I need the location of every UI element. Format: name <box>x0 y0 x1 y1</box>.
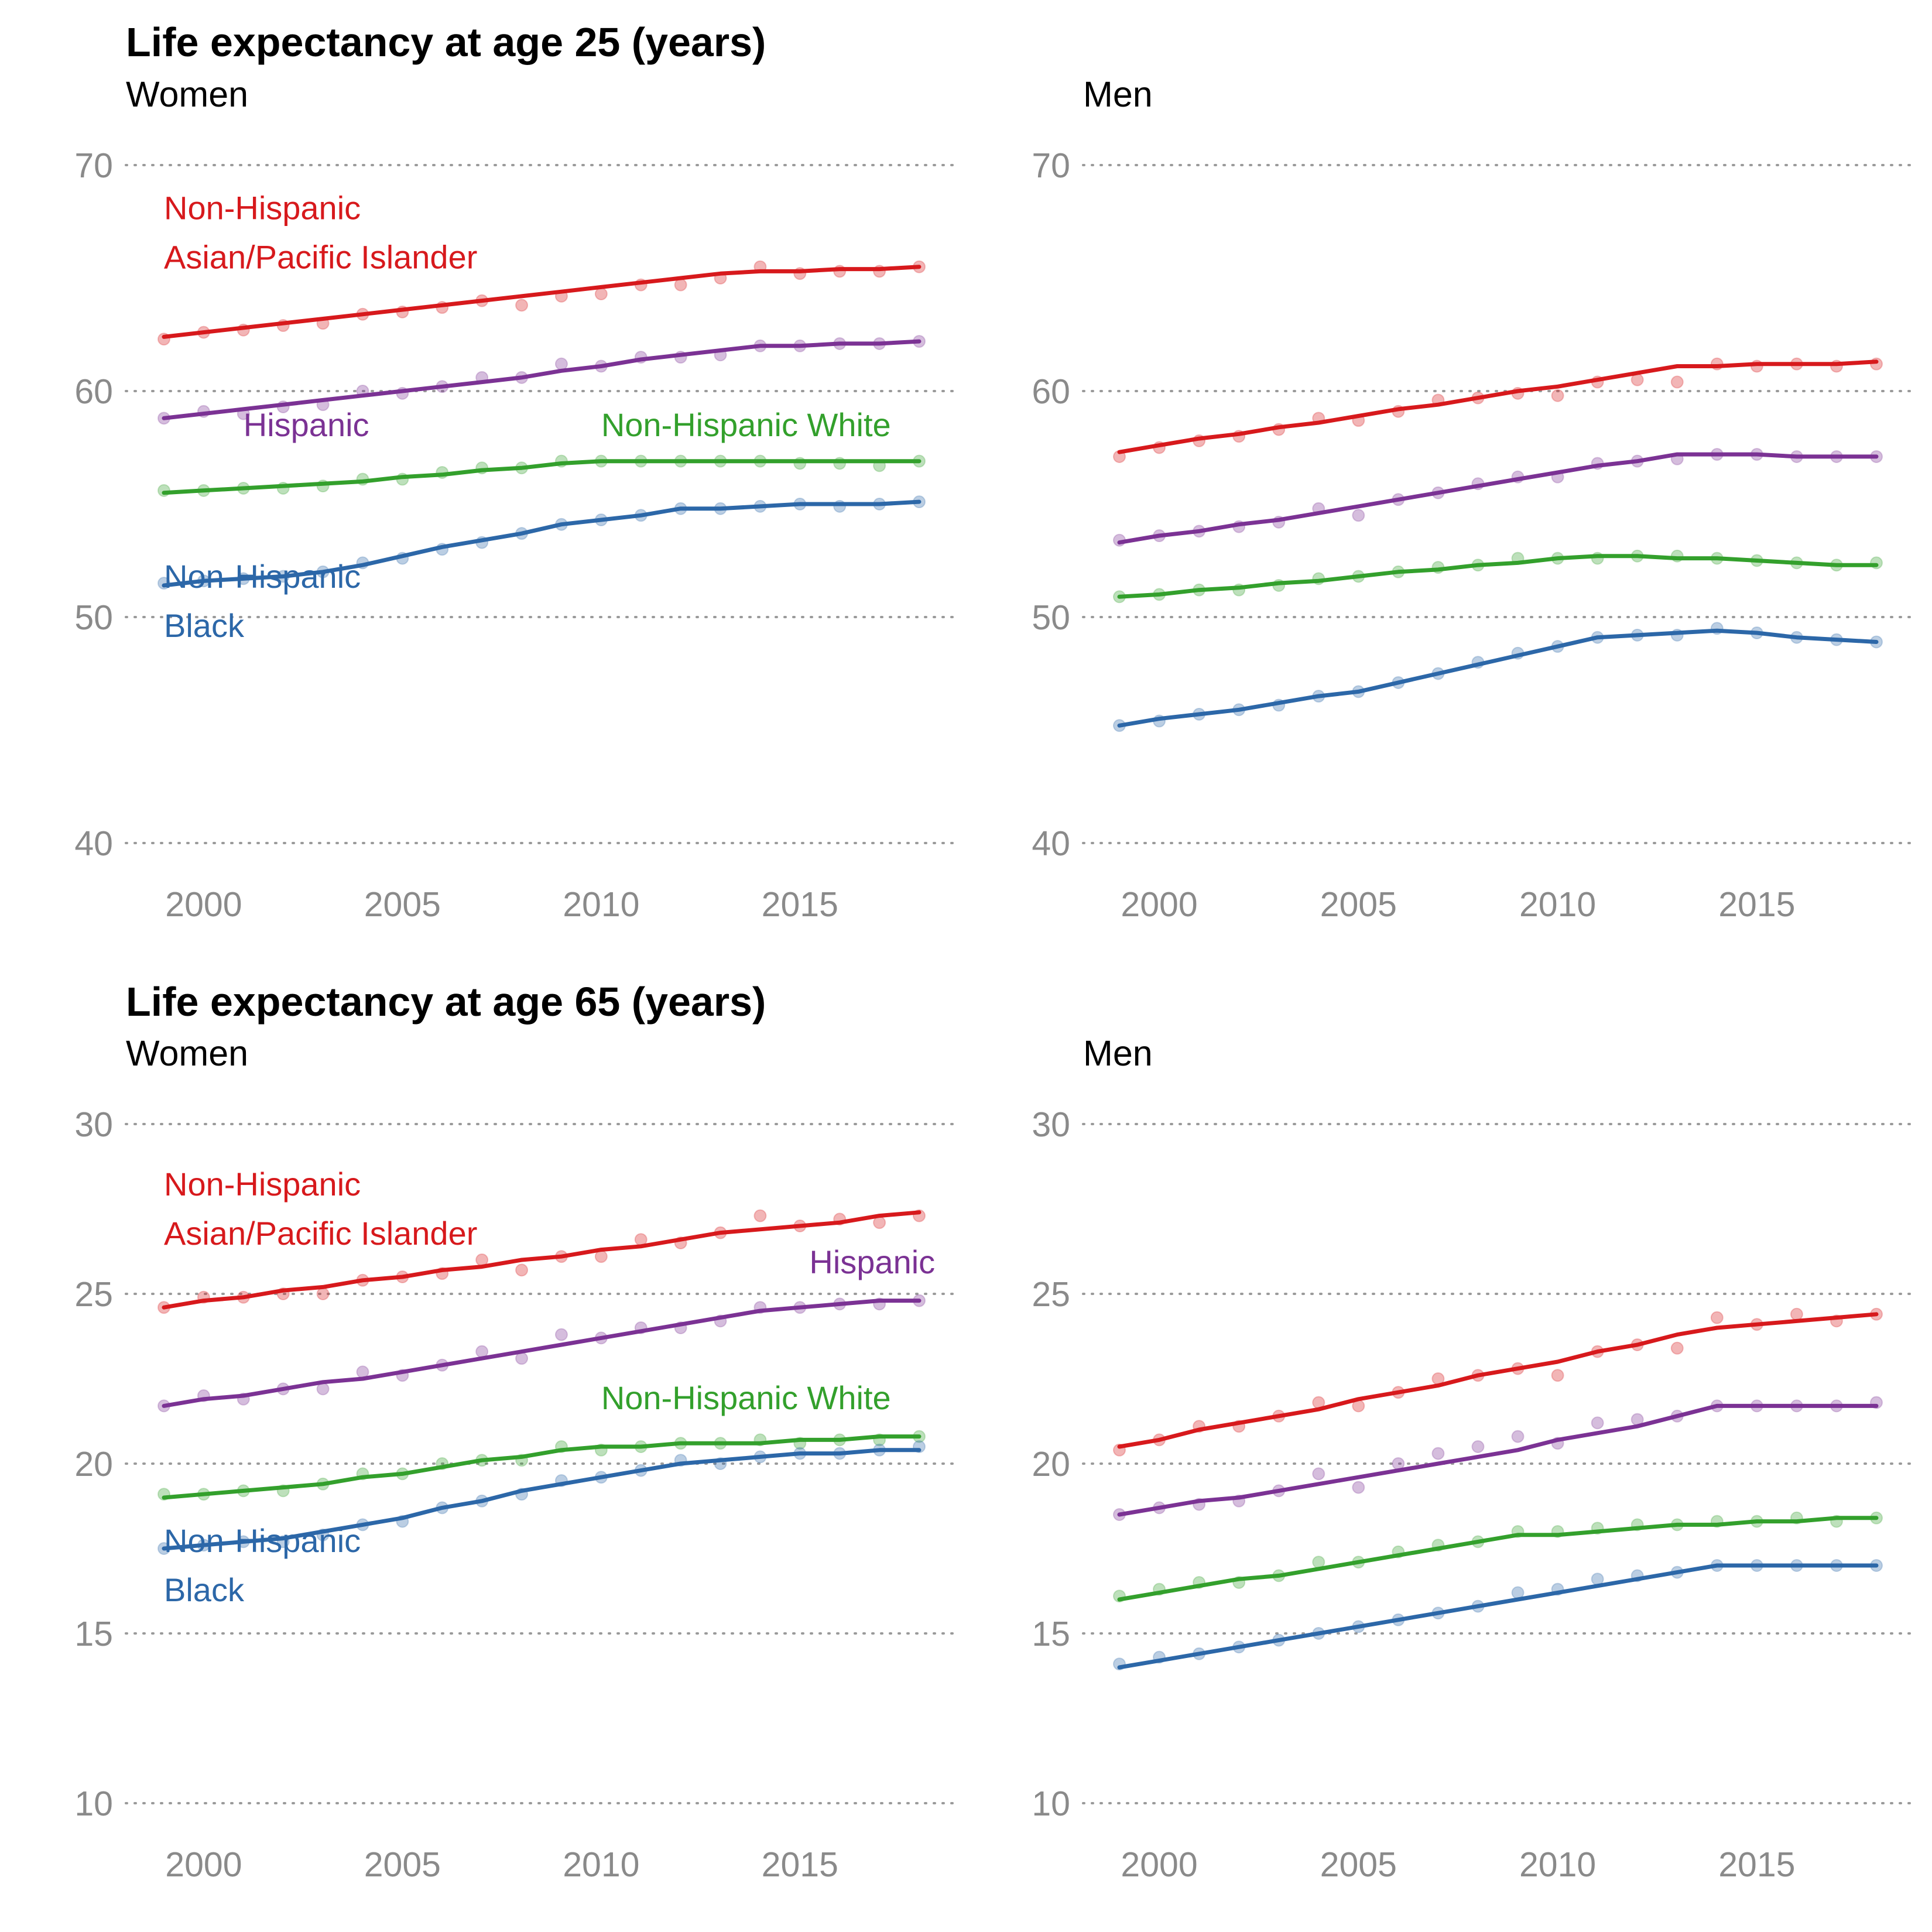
panel-4-asian-line <box>1117 1312 1879 1449</box>
panel-1-xtick-2000: 2000 <box>165 885 242 924</box>
panel-3-ytick-30: 30 <box>74 1105 113 1144</box>
panel-3-asian-label-1: Non-Hispanic <box>164 1166 361 1203</box>
panel-3-white-line <box>162 1434 922 1500</box>
panel-1-black-label-1: Non-Hispanic <box>164 558 361 595</box>
panel-3-asian-point-2003 <box>316 1287 330 1300</box>
panel-4-hispanic-point-2007 <box>1431 1447 1445 1460</box>
panel-1-xtick-2015: 2015 <box>762 885 838 924</box>
panel-4-ytick-30: 30 <box>1032 1105 1070 1144</box>
panel-4-hispanic-point-2011 <box>1591 1416 1604 1430</box>
panel-3-hispanic-point-2009 <box>554 1328 568 1341</box>
panel-3-black-label-1: Non-Hispanic <box>164 1522 361 1559</box>
panel-2-asian-point-2010 <box>1551 389 1564 402</box>
panel-2-ytick-60: 60 <box>1032 372 1070 411</box>
panel-4-ytick-10: 10 <box>1032 1784 1070 1823</box>
panel-2-ytick-40: 40 <box>1032 824 1070 863</box>
panel-4-hispanic-point-2009 <box>1511 1430 1525 1443</box>
panel-1-ytick-70: 70 <box>74 146 113 185</box>
panel-4-subtitle: Men <box>1083 1033 1153 1073</box>
panel-1-ytick-50: 50 <box>74 598 113 637</box>
panel-3-xtick-2015: 2015 <box>762 1845 838 1884</box>
panel-3-ytick-10: 10 <box>74 1784 113 1823</box>
panel-3-asian-label-2: Asian/Pacific Islander <box>164 1215 477 1252</box>
panel-4-xtick-2010: 2010 <box>1519 1845 1596 1884</box>
panel-3-asian-point-2014 <box>753 1209 767 1222</box>
panel-2-xtick-2015: 2015 <box>1718 885 1795 924</box>
panel-4-hispanic-point-2004 <box>1312 1467 1325 1481</box>
panel-1-xtick-2010: 2010 <box>563 885 639 924</box>
panel-2-asian-point-2013 <box>1670 375 1684 389</box>
panel-2-xtick-2005: 2005 <box>1320 885 1397 924</box>
panel-2-ytick-50: 50 <box>1032 598 1070 637</box>
panel-1-black-label-2: Black <box>164 607 245 644</box>
panel-4-asian-point-2014 <box>1710 1311 1724 1324</box>
panel-1-asian-label-2: Asian/Pacific Islander <box>164 239 477 276</box>
panel-1-hispanic-label-1: Hispanic <box>244 406 369 443</box>
panel-3-black-line <box>162 1448 922 1551</box>
panel-3-hispanic-line <box>162 1299 922 1408</box>
panel-4-ytick-25: 25 <box>1032 1275 1070 1314</box>
panel-3-ytick-15: 15 <box>74 1615 113 1653</box>
panel-1-asian-point-2010 <box>594 287 608 301</box>
panel-3-black-label-2: Black <box>164 1571 245 1608</box>
panel-3-subtitle: Women <box>126 1033 248 1073</box>
panel-2-white-line <box>1117 554 1879 599</box>
panel-4-ytick-20: 20 <box>1032 1445 1070 1484</box>
panel-4-asian-point-2010 <box>1551 1369 1564 1382</box>
panel-2-hispanic-line <box>1117 452 1879 545</box>
panel-4-black-line <box>1117 1563 1879 1670</box>
panel-4-asian-point-2013 <box>1670 1341 1684 1355</box>
panel-3-xtick-2010: 2010 <box>563 1845 639 1884</box>
panel-1-subtitle: Women <box>126 74 248 114</box>
panel-1-hispanic-point-2009 <box>554 357 568 371</box>
panel-4-asian-point-2016 <box>1790 1307 1803 1321</box>
panel-3-xtick-2000: 2000 <box>165 1845 242 1884</box>
panel-4-xtick-2015: 2015 <box>1718 1845 1795 1884</box>
panel-3-asian-point-2008 <box>515 1263 529 1277</box>
panel-4-ytick-15: 15 <box>1032 1615 1070 1653</box>
panel-4-xtick-2000: 2000 <box>1121 1845 1197 1884</box>
panel-4-xtick-2005: 2005 <box>1320 1845 1397 1884</box>
panel-4-white-line <box>1117 1516 1879 1602</box>
panel-4-hispanic-point-2008 <box>1471 1440 1485 1453</box>
panel-2-asian-line <box>1117 359 1879 454</box>
panel-4-hispanic-line <box>1117 1403 1879 1517</box>
panel-1-ytick-60: 60 <box>74 372 113 411</box>
panel-2-subtitle: Men <box>1083 74 1153 114</box>
panel-2-hispanic-point-2005 <box>1352 509 1365 522</box>
panel-2-black-line <box>1117 628 1879 728</box>
panel-1-asian-line <box>162 265 922 339</box>
panel-1-black-line <box>162 499 922 588</box>
panel-3-asian-line <box>162 1210 922 1310</box>
panel-1-white-line <box>162 459 922 495</box>
panel-1-asian-label-1: Non-Hispanic <box>164 190 361 227</box>
panel-3-xtick-2005: 2005 <box>364 1845 441 1884</box>
panel-3-hispanic-label-1: Hispanic <box>809 1244 935 1280</box>
panel-1-title: Life expectancy at age 25 (years) <box>126 19 766 65</box>
panel-3-ytick-25: 25 <box>74 1275 113 1314</box>
panel-2-xtick-2000: 2000 <box>1121 885 1197 924</box>
panel-1-xtick-2005: 2005 <box>364 885 441 924</box>
panel-3-ytick-20: 20 <box>74 1445 113 1484</box>
panel-3-title: Life expectancy at age 65 (years) <box>126 979 766 1025</box>
panel-4-hispanic-point-2005 <box>1352 1481 1365 1494</box>
panel-1-asian-point-2008 <box>515 299 529 312</box>
panel-1-hispanic-line <box>162 339 922 420</box>
panel-2-ytick-70: 70 <box>1032 146 1070 185</box>
panel-1-white-label-1: Non-Hispanic White <box>601 406 891 443</box>
panel-1-asian-point-2012 <box>674 278 687 292</box>
panel-1-ytick-40: 40 <box>74 824 113 863</box>
panel-2-xtick-2010: 2010 <box>1519 885 1596 924</box>
panel-3-white-label-1: Non-Hispanic White <box>601 1379 891 1416</box>
